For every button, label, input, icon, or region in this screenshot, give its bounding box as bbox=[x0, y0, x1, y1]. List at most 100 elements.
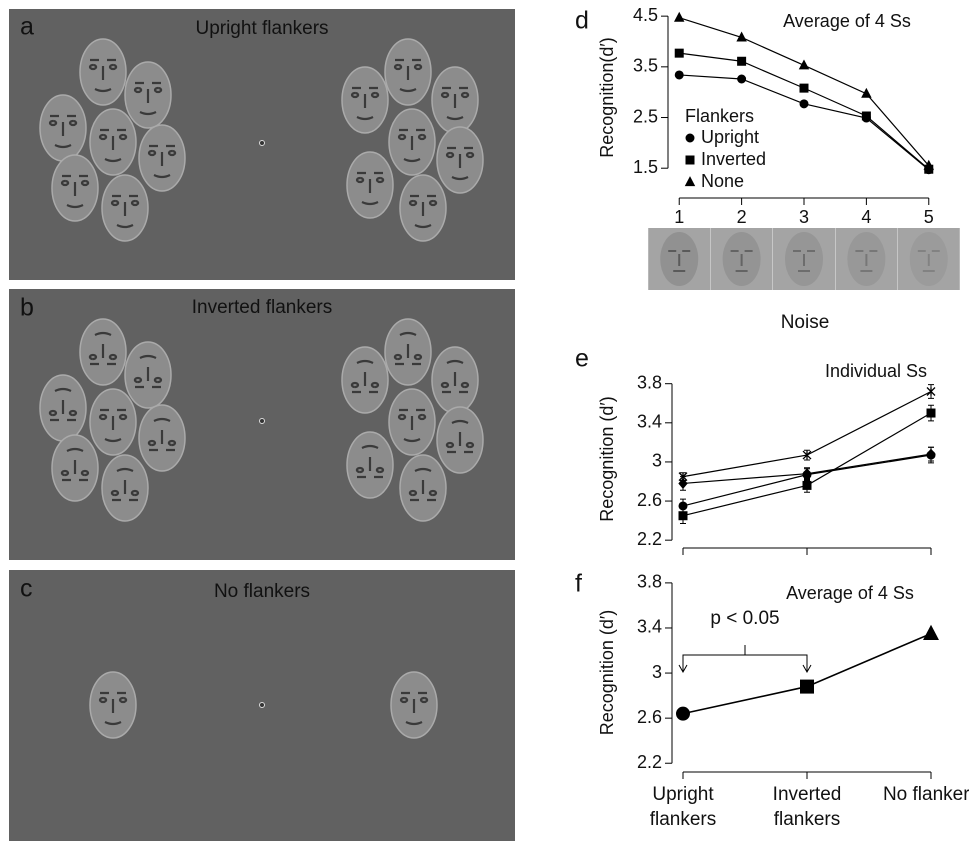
y-tick-label: 3 bbox=[652, 662, 662, 682]
face bbox=[138, 124, 186, 192]
face-features bbox=[408, 194, 438, 229]
panel-letter: d bbox=[575, 7, 589, 35]
face bbox=[79, 318, 127, 386]
fixation-point bbox=[259, 702, 265, 708]
face bbox=[101, 174, 149, 242]
x-tick-label: 1 bbox=[674, 207, 684, 227]
face-features bbox=[408, 467, 438, 502]
face bbox=[51, 154, 99, 222]
y-tick-label: 3 bbox=[652, 451, 662, 471]
y-axis-label: Recognition (d′) bbox=[597, 396, 617, 521]
legend-title: Flankers bbox=[685, 106, 754, 126]
marker bbox=[923, 159, 934, 170]
marker bbox=[800, 679, 814, 694]
face-features bbox=[440, 86, 470, 121]
face bbox=[79, 38, 127, 106]
y-axis-label: Recognition (d′) bbox=[597, 610, 617, 735]
stimuli bbox=[39, 38, 484, 739]
face-features bbox=[60, 447, 90, 482]
thumbnail-face bbox=[909, 232, 948, 286]
panel-title: Upright flankers bbox=[195, 18, 328, 39]
annotation: Average of 4 Ss bbox=[786, 583, 914, 603]
annotation: Average of 4 Ss bbox=[783, 11, 911, 31]
face-features bbox=[147, 144, 177, 179]
thumbnail-features bbox=[668, 250, 691, 272]
face bbox=[341, 66, 389, 134]
face bbox=[436, 126, 484, 194]
marker bbox=[678, 477, 688, 490]
marker bbox=[685, 133, 695, 143]
face-features bbox=[60, 174, 90, 209]
face-features bbox=[88, 58, 118, 93]
marker bbox=[926, 450, 936, 460]
face bbox=[390, 671, 438, 739]
marker bbox=[674, 70, 684, 80]
y-tick-label: 2.6 bbox=[637, 490, 662, 510]
face bbox=[89, 108, 137, 176]
marker bbox=[861, 111, 871, 121]
face-features bbox=[355, 444, 385, 479]
noise-thumbnail bbox=[897, 228, 960, 290]
marker bbox=[736, 31, 747, 42]
face-features bbox=[397, 408, 427, 443]
face-features bbox=[393, 58, 423, 93]
marker bbox=[674, 48, 684, 58]
legend-label: Inverted bbox=[701, 149, 766, 169]
x-tick-label: 4 bbox=[861, 207, 871, 227]
face bbox=[346, 431, 394, 499]
marker bbox=[799, 83, 809, 93]
face-features bbox=[110, 194, 140, 229]
fixation-point bbox=[259, 418, 265, 424]
x-tick-label: No flankers bbox=[882, 784, 969, 805]
series-line bbox=[682, 412, 932, 517]
face bbox=[39, 94, 87, 162]
thumbnail-face bbox=[847, 232, 886, 286]
face bbox=[431, 346, 479, 414]
face-features bbox=[440, 359, 470, 394]
panel-letter: c bbox=[20, 575, 33, 603]
face-features bbox=[110, 467, 140, 502]
series-line bbox=[682, 632, 932, 715]
face bbox=[51, 434, 99, 502]
face-features bbox=[98, 691, 128, 726]
face bbox=[39, 374, 87, 442]
y-tick-label: 3.8 bbox=[637, 372, 662, 392]
marker bbox=[674, 11, 685, 22]
y-tick-label: 2.6 bbox=[637, 707, 662, 727]
y-tick-label: 3.4 bbox=[637, 412, 662, 432]
annotation: Individual Ss bbox=[825, 361, 927, 381]
thumbnail-features bbox=[855, 250, 878, 272]
marker bbox=[737, 56, 747, 66]
y-tick-label: 4.5 bbox=[633, 5, 658, 25]
comparison-arrows bbox=[678, 664, 812, 674]
face-features bbox=[147, 417, 177, 452]
panel-letter: a bbox=[20, 13, 34, 41]
face bbox=[101, 454, 149, 522]
face bbox=[89, 671, 137, 739]
marker bbox=[923, 624, 939, 640]
face bbox=[89, 388, 137, 456]
panel-title: No flankers bbox=[214, 581, 310, 602]
marker bbox=[737, 74, 747, 84]
x-tick-label: Upright flankers bbox=[649, 784, 717, 830]
comparison-bracket bbox=[682, 645, 808, 672]
x-tick-label: 5 bbox=[924, 207, 934, 227]
x-tick-label: 3 bbox=[799, 207, 809, 227]
thumbnail-features bbox=[730, 250, 753, 272]
face-features bbox=[98, 128, 128, 163]
y-tick-label: 3.4 bbox=[637, 617, 662, 637]
panel-letter: b bbox=[20, 294, 34, 322]
marker bbox=[799, 99, 809, 109]
marker bbox=[802, 450, 812, 460]
y-tick-label: 3.8 bbox=[637, 572, 662, 592]
face-features bbox=[133, 81, 163, 116]
y-axis-label: Recognition(d′) bbox=[597, 37, 617, 157]
face-features bbox=[88, 331, 118, 366]
face-features bbox=[399, 691, 429, 726]
fixation-point bbox=[259, 140, 265, 146]
marker bbox=[802, 480, 812, 490]
legend-label: None bbox=[701, 171, 744, 191]
face-features bbox=[98, 408, 128, 443]
marker bbox=[802, 470, 812, 480]
